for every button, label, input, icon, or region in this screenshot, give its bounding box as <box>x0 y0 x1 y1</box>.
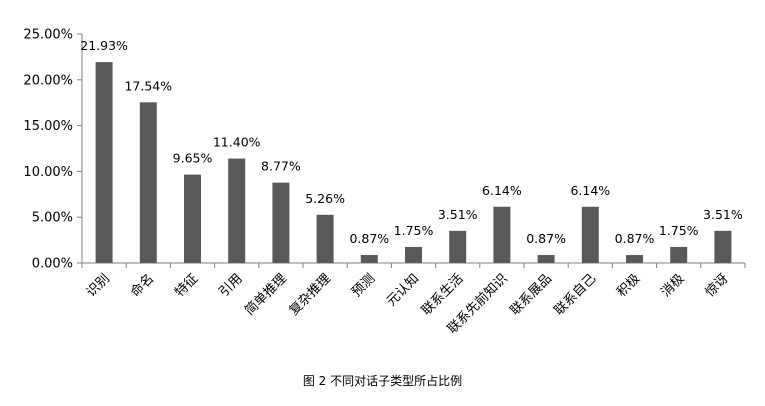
y-tick-label: 0.00% <box>32 257 73 272</box>
figure-caption: 图 2 不同对话子类型所占比例 <box>302 374 463 388</box>
y-tick-label: 20.00% <box>23 73 73 88</box>
bar <box>714 230 732 263</box>
data-label: 8.77% <box>261 159 301 174</box>
bar <box>670 246 688 263</box>
category-label: 引用 <box>217 271 246 300</box>
y-tick-label: 15.00% <box>23 119 73 134</box>
category-label: 元认知 <box>383 271 422 310</box>
data-label: 6.14% <box>570 183 610 198</box>
category-label: 识别 <box>84 271 113 300</box>
bar <box>139 102 157 263</box>
data-label: 9.65% <box>173 151 213 166</box>
y-tick-label: 25.00% <box>23 28 73 43</box>
y-tick-label: 5.00% <box>32 211 73 226</box>
bar <box>184 174 201 263</box>
category-label: 消极 <box>659 271 688 300</box>
category-label: 特征 <box>172 271 201 300</box>
data-label: 1.75% <box>659 223 699 238</box>
data-label: 5.26% <box>305 191 345 206</box>
bar <box>449 230 467 263</box>
data-label: 17.54% <box>124 78 172 93</box>
data-label: 0.87% <box>615 231 655 246</box>
data-label: 11.40% <box>213 135 261 150</box>
bar <box>228 158 246 263</box>
data-label: 3.51% <box>438 207 478 222</box>
bar <box>316 214 334 263</box>
bar <box>95 62 113 263</box>
data-label: 1.75% <box>394 223 434 238</box>
category-label: 命名 <box>127 271 157 301</box>
bar <box>360 255 378 263</box>
data-label: 0.87% <box>349 231 389 246</box>
category-label: 联系展品 <box>508 271 555 318</box>
bar <box>626 255 643 263</box>
data-label: 6.14% <box>482 183 522 198</box>
y-tick-label: 10.00% <box>23 165 73 180</box>
category-label: 复杂推理 <box>287 271 334 318</box>
bar <box>537 255 555 263</box>
bar <box>272 182 290 263</box>
data-label: 0.87% <box>526 231 566 246</box>
category-label: 预测 <box>349 271 378 300</box>
category-label: 惊讶 <box>703 271 732 300</box>
category-label: 联系自己 <box>552 271 599 318</box>
category-label: 积极 <box>614 271 643 300</box>
bar <box>405 246 422 263</box>
data-label: 3.51% <box>703 207 743 222</box>
data-label: 21.93% <box>80 38 128 53</box>
category-label: 简单推理 <box>242 271 290 319</box>
bar <box>493 206 511 263</box>
bar <box>581 206 599 263</box>
